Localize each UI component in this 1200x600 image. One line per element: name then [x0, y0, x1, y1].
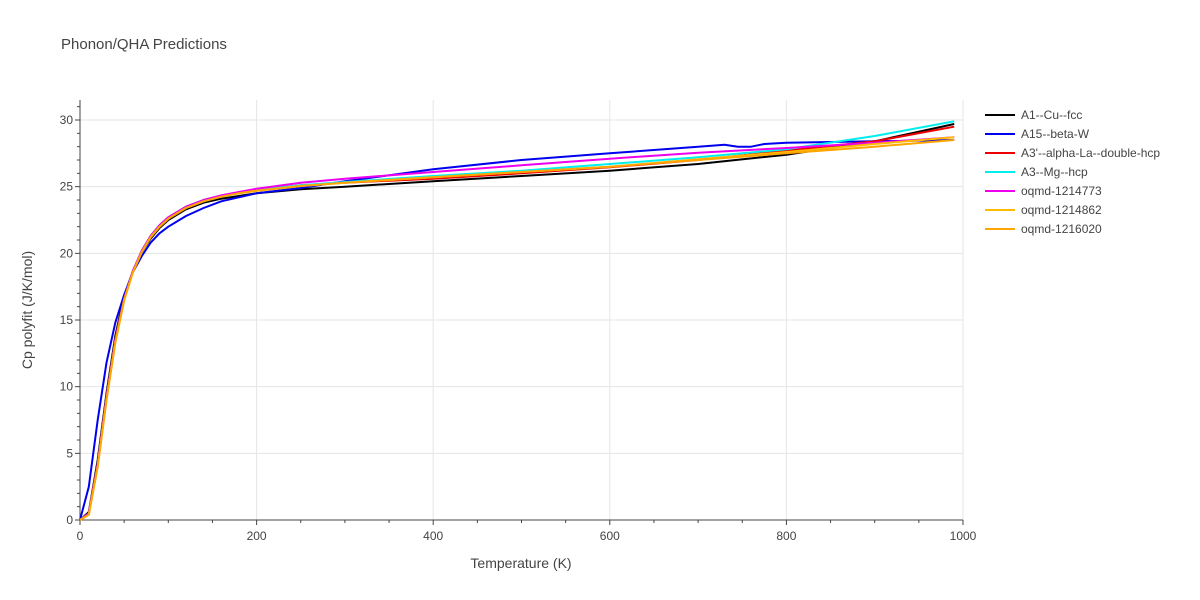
chart-title: Phonon/QHA Predictions [61, 36, 227, 53]
y-tick-label: 5 [66, 446, 73, 460]
series-line [79, 139, 955, 521]
legend-label: oqmd-1214862 [1021, 202, 1102, 217]
x-tick-label: 200 [247, 529, 267, 543]
legend-swatch [985, 113, 1015, 116]
series-line [79, 136, 955, 521]
y-tick-label: 30 [60, 113, 74, 127]
legend: A1--Cu--fcc A15--beta-W A3'--alpha-La--dou… [985, 105, 1160, 238]
legend-item[interactable]: A15--beta-W [985, 124, 1160, 143]
y-tick-label: 20 [60, 246, 74, 260]
legend-item[interactable]: oqmd-1214773 [985, 181, 1160, 200]
x-tick-label: 400 [423, 529, 443, 543]
legend-item[interactable]: A3'--alpha-La--double-hcp [985, 143, 1160, 162]
legend-item[interactable]: A3--Mg--hcp [985, 162, 1160, 181]
gridlines [80, 100, 964, 520]
series-line [79, 123, 955, 521]
tick-labels: 0 200 400 600 800 1000 0 5 10 15 20 25 30 [60, 113, 977, 543]
series-lines [79, 120, 955, 521]
x-axis-title: Temperature (K) [470, 555, 571, 571]
legend-item[interactable]: A1--Cu--fcc [985, 105, 1160, 124]
series-line [79, 136, 955, 521]
legend-swatch [985, 151, 1015, 154]
legend-item[interactable]: oqmd-1216020 [985, 219, 1160, 238]
y-tick-label: 15 [60, 313, 74, 327]
legend-label: A3--Mg--hcp [1021, 164, 1088, 179]
axes [75, 100, 964, 525]
legend-label: A1--Cu--fcc [1021, 107, 1083, 122]
legend-swatch [985, 189, 1015, 192]
legend-swatch [985, 170, 1015, 173]
series-line [79, 139, 955, 521]
legend-swatch [985, 132, 1015, 135]
x-tick-label: 1000 [950, 529, 977, 543]
series-line [79, 125, 955, 521]
legend-label: A3'--alpha-La--double-hcp [1021, 145, 1161, 160]
legend-item[interactable]: oqmd-1214862 [985, 200, 1160, 219]
legend-swatch [985, 227, 1015, 230]
series-line [79, 120, 955, 521]
legend-label: A15--beta-W [1021, 126, 1090, 141]
y-tick-label: 10 [60, 380, 74, 394]
y-tick-label: 0 [66, 513, 73, 527]
x-tick-label: 600 [600, 529, 620, 543]
x-tick-label: 800 [776, 529, 796, 543]
legend-label: oqmd-1214773 [1021, 183, 1102, 198]
legend-label: oqmd-1216020 [1021, 221, 1102, 236]
x-tick-label: 0 [77, 529, 84, 543]
y-axis-title: Cp polyfit (J/K/mol) [19, 251, 35, 369]
y-tick-label: 25 [60, 180, 74, 194]
legend-swatch [985, 208, 1015, 211]
